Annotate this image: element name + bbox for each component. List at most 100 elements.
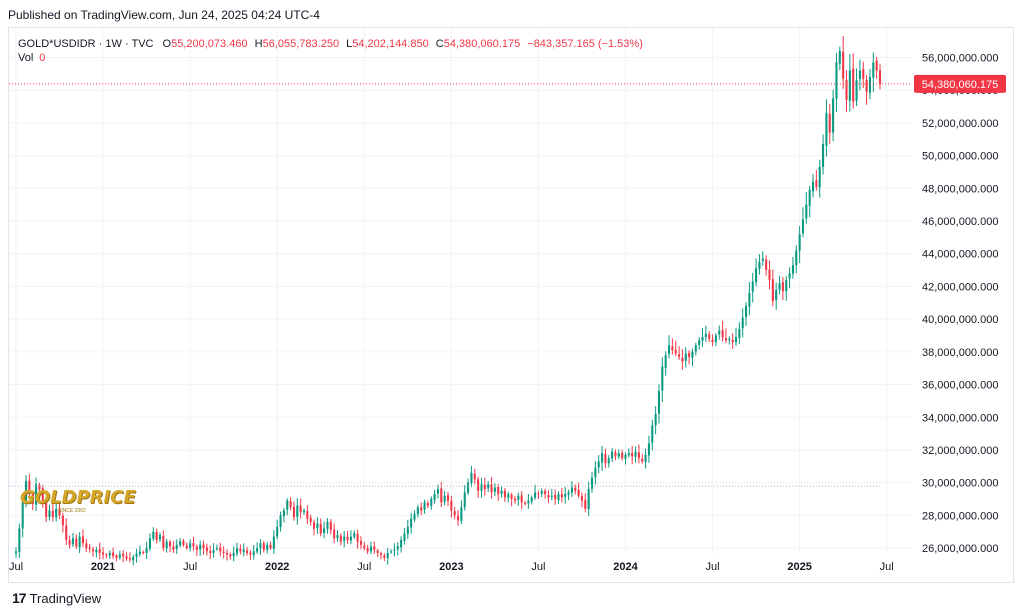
candle-body: [822, 144, 825, 167]
current-price-label: 54,380,060.175: [922, 79, 998, 91]
candle-body: [440, 488, 443, 503]
candle-body: [604, 454, 607, 464]
candle-body: [292, 506, 295, 518]
candle-body: [788, 273, 791, 279]
candle-body: [336, 535, 339, 539]
candle-body: [570, 487, 573, 493]
candle-body: [825, 113, 828, 146]
current-price-badge: [914, 74, 1006, 93]
candle-body: [734, 337, 738, 343]
candle-body: [721, 330, 724, 338]
candle-body: [215, 548, 218, 550]
watermark-subtitle: SINCE 2002: [58, 508, 86, 514]
candle-body: [701, 337, 704, 341]
candle-body: [105, 554, 108, 556]
open-value: 55,200,073.460: [171, 38, 248, 50]
candle-body: [631, 453, 634, 457]
candle-body: [446, 495, 450, 501]
candle-body: [128, 558, 131, 560]
candle-body: [359, 541, 362, 545]
candle-body: [192, 543, 195, 547]
y-tick-label: 44,000,000.000: [922, 249, 998, 261]
candle-body: [416, 507, 419, 515]
candle-body: [229, 554, 232, 557]
candle-body: [751, 281, 754, 292]
candle-body: [520, 495, 523, 503]
candle-body: [420, 507, 423, 511]
candle-body: [811, 181, 815, 192]
low-value: 54,202,144.850: [352, 38, 429, 50]
candle-body: [25, 481, 28, 503]
candle-body: [276, 526, 279, 537]
candle-body: [249, 552, 252, 555]
candle-body: [755, 268, 758, 283]
grid-lines: [9, 28, 912, 553]
candle-body: [554, 495, 557, 500]
candle-body: [453, 511, 456, 516]
candle-body: [205, 547, 208, 552]
candle-body: [413, 513, 416, 520]
candle-body: [647, 443, 650, 456]
candle-body: [252, 551, 255, 555]
y-tick-label: 48,000,000.000: [922, 183, 998, 195]
candle-body: [470, 472, 473, 483]
candle-body: [611, 451, 614, 459]
candle-body: [179, 541, 182, 546]
candle-body: [282, 510, 285, 517]
candle-body: [88, 547, 91, 549]
tradingview-logo-icon[interactable]: 17: [12, 590, 27, 606]
candle-body: [503, 490, 506, 498]
candle-body: [21, 502, 24, 529]
candle-body: [132, 557, 135, 561]
candle-body: [366, 548, 369, 552]
candle-body: [711, 339, 714, 343]
candle-body: [587, 489, 590, 510]
candle-body: [842, 51, 845, 79]
candle-body: [868, 77, 871, 93]
candle-body: [661, 366, 664, 391]
candle-body: [165, 541, 168, 549]
candle-body: [805, 204, 808, 219]
candle-body: [798, 234, 801, 251]
candle-body: [125, 556, 128, 559]
candle-body: [594, 467, 597, 478]
candle-body: [115, 555, 118, 558]
x-tick-label: 2021: [91, 561, 115, 573]
candle-body: [667, 345, 671, 354]
candle-body: [517, 495, 520, 500]
candle-body: [61, 515, 64, 526]
candle-body: [209, 551, 212, 553]
candle-body: [319, 523, 322, 534]
candle-body: [487, 484, 490, 489]
y-tick-label: 56,000,000.000: [922, 52, 998, 64]
footer-brand[interactable]: TradingView: [29, 590, 102, 606]
symbol-label[interactable]: GOLD*USDIDR · 1W · TVC: [18, 38, 154, 50]
candle-body: [158, 535, 162, 540]
candle-body: [376, 550, 379, 553]
candle-body: [189, 543, 192, 548]
candle-body: [832, 98, 835, 133]
chart-frame[interactable]: [8, 27, 1014, 583]
candle-body: [148, 538, 151, 549]
candle-body: [654, 413, 657, 426]
candle-body: [235, 548, 239, 554]
candle-body: [641, 458, 644, 462]
candle-body: [48, 510, 51, 517]
candle-body: [195, 546, 198, 550]
candle-body: [443, 495, 446, 502]
candle-body: [480, 484, 483, 491]
candle-body: [296, 505, 299, 517]
candle-body: [202, 544, 205, 549]
candle-body: [18, 528, 21, 553]
candle-body: [145, 548, 148, 553]
candle-body: [450, 500, 453, 511]
x-tick-label: Jul: [706, 561, 720, 573]
x-tick-label: Jul: [9, 561, 23, 573]
candle-body: [838, 50, 841, 64]
candle-body: [356, 533, 359, 542]
candle-body: [768, 269, 771, 280]
candle-body: [406, 526, 409, 534]
candle-body: [731, 339, 734, 343]
candle-body: [433, 494, 436, 500]
